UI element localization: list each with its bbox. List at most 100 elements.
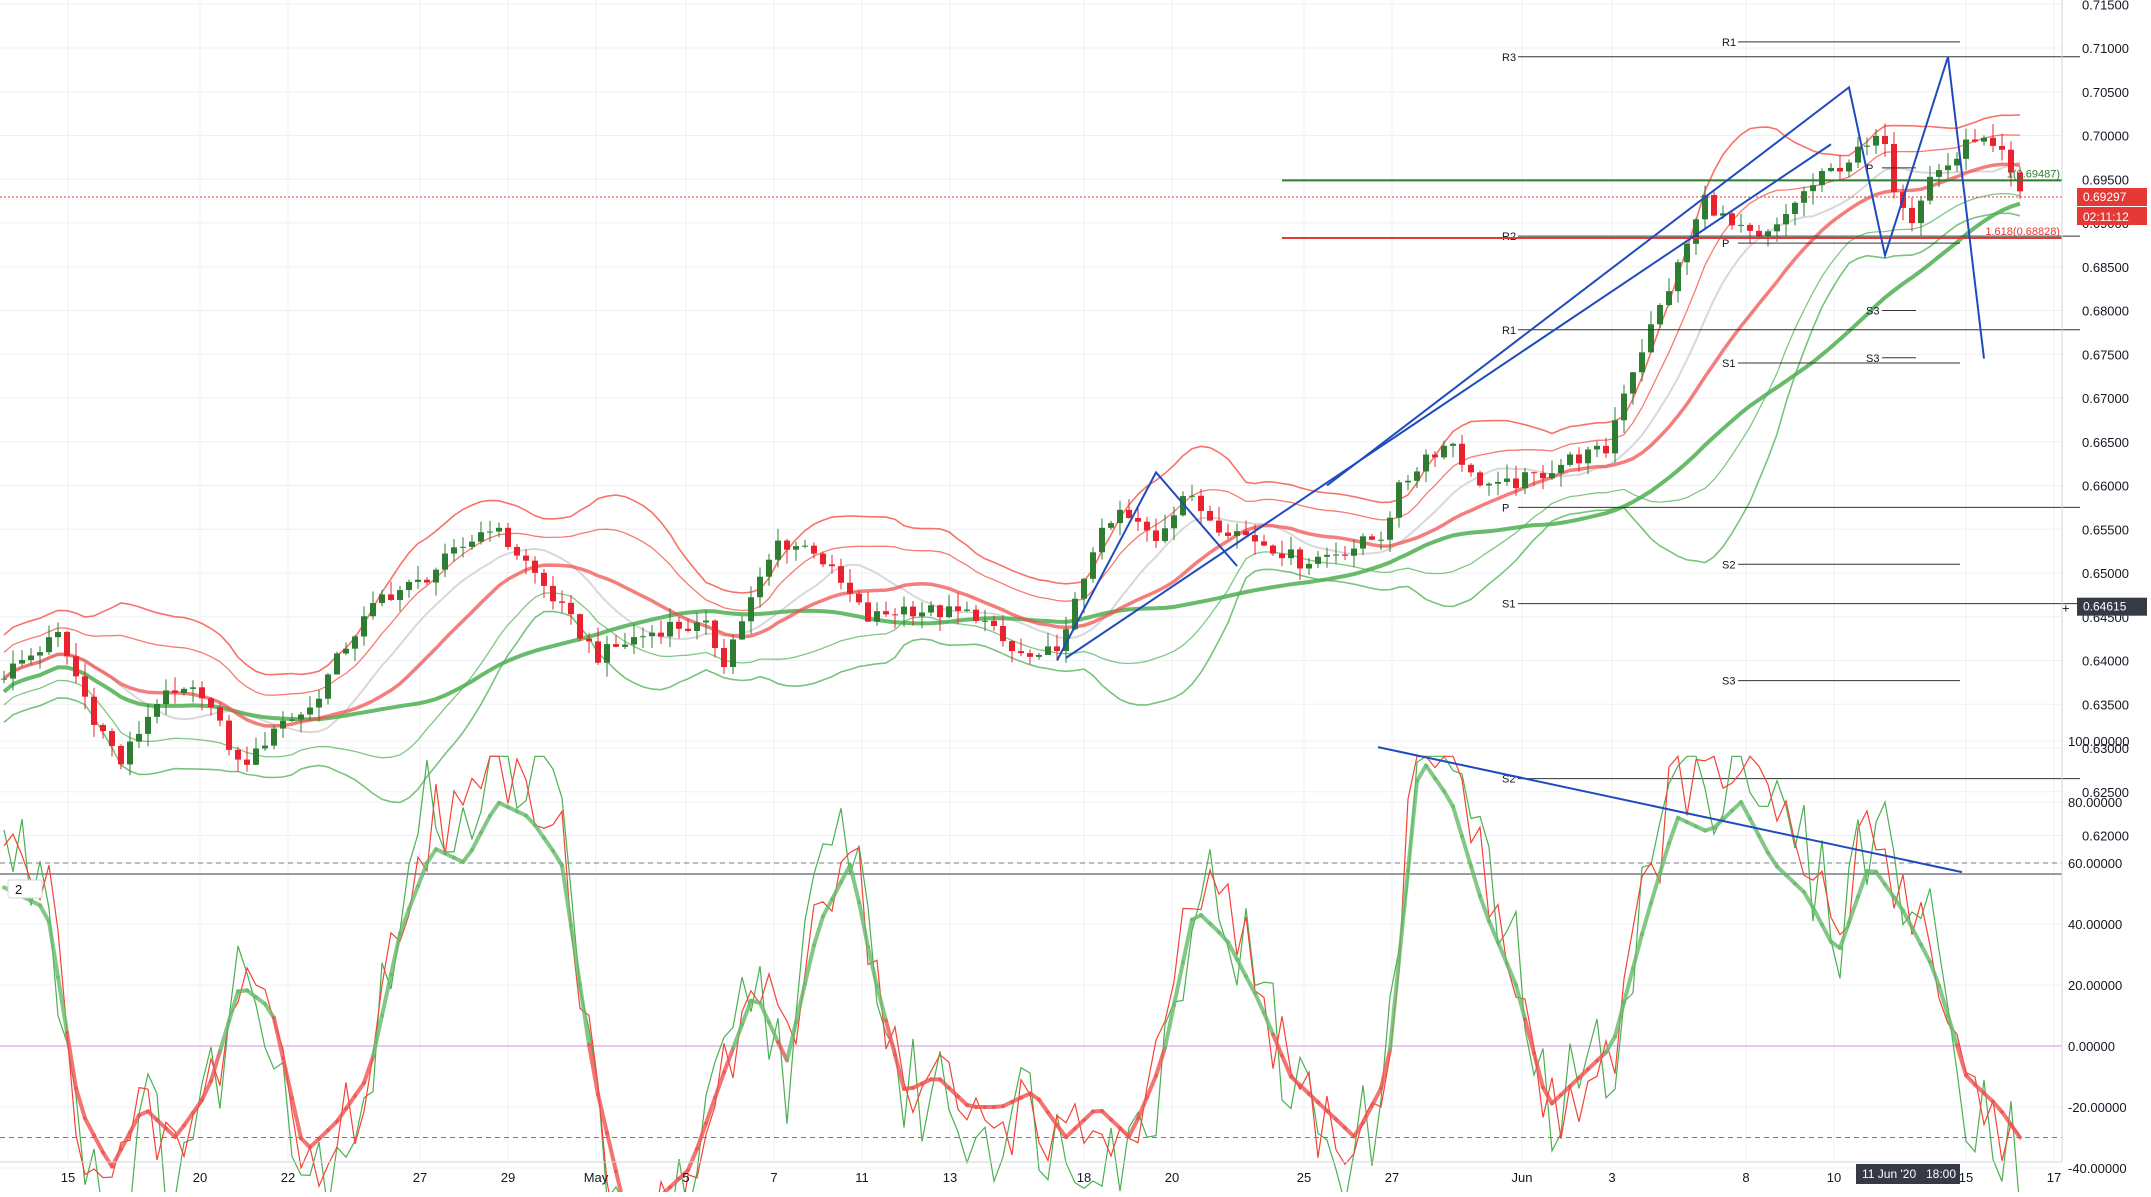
candle-body bbox=[550, 586, 556, 601]
osc-main bbox=[1759, 836, 1768, 853]
pivot-label: R3 bbox=[1502, 52, 1516, 64]
candle-body bbox=[1423, 455, 1429, 472]
candle-body bbox=[1081, 579, 1087, 599]
candle-body bbox=[1882, 136, 1888, 144]
candle-body bbox=[136, 734, 142, 742]
osc-tick: 40.00000 bbox=[2068, 917, 2122, 932]
candle-body bbox=[1369, 536, 1375, 539]
price-tick: 0.68000 bbox=[2082, 304, 2129, 319]
candle-body bbox=[1, 679, 7, 680]
candle-body bbox=[1567, 454, 1573, 464]
osc-tick: 20.00000 bbox=[2068, 978, 2122, 993]
bollinger-upper-inner bbox=[4, 135, 2020, 695]
candle-body bbox=[1963, 140, 1969, 159]
candle-body bbox=[613, 644, 619, 647]
price-tick: 0.63500 bbox=[2082, 697, 2129, 712]
osc-main bbox=[1129, 1118, 1138, 1136]
osc-tick: 0.00000 bbox=[2068, 1039, 2115, 1054]
candle-body bbox=[1018, 651, 1024, 653]
candle-body bbox=[406, 582, 412, 590]
osc-main bbox=[1669, 818, 1678, 844]
candle-body bbox=[1846, 163, 1852, 172]
current-price-text: 0.69297 bbox=[2083, 190, 2127, 204]
osc-main bbox=[1921, 945, 1930, 962]
candle-body bbox=[1504, 478, 1510, 481]
candle-body bbox=[361, 616, 367, 636]
candle-body bbox=[1603, 446, 1609, 454]
candle-body bbox=[55, 632, 61, 637]
candle-body bbox=[1144, 522, 1150, 531]
candle-body bbox=[1639, 352, 1645, 372]
candle-body bbox=[460, 547, 466, 548]
candle-body bbox=[388, 594, 394, 600]
candle-body bbox=[1909, 208, 1915, 223]
time-tick: 15 bbox=[1959, 1170, 1973, 1185]
candle-body bbox=[217, 707, 223, 720]
osc-tick: 60.00000 bbox=[2068, 856, 2122, 871]
time-tick: 15 bbox=[61, 1170, 75, 1185]
candle-body bbox=[1711, 195, 1717, 216]
candle-body bbox=[451, 547, 457, 553]
pivot-label: R1 bbox=[1722, 37, 1736, 49]
osc-tick: 100.00000 bbox=[2068, 734, 2129, 749]
osc-main bbox=[1444, 791, 1453, 806]
candle-body bbox=[1333, 555, 1339, 556]
price-tick: 0.67500 bbox=[2082, 347, 2129, 362]
time-tick: 20 bbox=[1165, 1170, 1179, 1185]
time-tick: 27 bbox=[413, 1170, 427, 1185]
price-tick: 0.66500 bbox=[2082, 435, 2129, 450]
osc-main bbox=[1453, 806, 1462, 836]
osc-tick: -20.00000 bbox=[2068, 1100, 2127, 1115]
candle-body bbox=[532, 561, 538, 573]
candle-body bbox=[262, 746, 268, 749]
candle-body bbox=[1747, 225, 1753, 231]
candle-body bbox=[793, 546, 799, 550]
candle-body bbox=[1405, 481, 1411, 483]
price-tick: 0.70000 bbox=[2082, 129, 2129, 144]
candle-body bbox=[1576, 454, 1582, 463]
pivot-label: P bbox=[1722, 238, 1729, 250]
candle-body bbox=[172, 690, 178, 693]
osc-main bbox=[175, 1126, 184, 1137]
pivot-label: S3 bbox=[1866, 306, 1879, 318]
osc-main bbox=[1372, 1088, 1381, 1105]
candle-body bbox=[595, 641, 601, 662]
candle-body bbox=[19, 660, 25, 664]
candle-body bbox=[1036, 655, 1042, 657]
candle-body bbox=[901, 607, 907, 615]
candle-body bbox=[1774, 224, 1780, 231]
time-tick: 11 bbox=[855, 1170, 869, 1185]
candle-body bbox=[937, 605, 943, 617]
time-tick: May bbox=[584, 1170, 609, 1185]
candle-body bbox=[1612, 420, 1618, 453]
osc-main bbox=[544, 838, 553, 851]
candle-body bbox=[541, 573, 547, 586]
time-tick: 7 bbox=[770, 1170, 777, 1185]
candle-body bbox=[1594, 446, 1600, 450]
osc-main bbox=[463, 850, 472, 862]
candle-body bbox=[1540, 473, 1546, 478]
osc-main bbox=[1930, 962, 1939, 986]
candle-body bbox=[1135, 518, 1141, 522]
candle-body bbox=[622, 645, 628, 647]
candle-body bbox=[838, 566, 844, 583]
time-tick: 18 bbox=[1077, 1170, 1091, 1185]
candle-body bbox=[433, 570, 439, 583]
osc-main bbox=[886, 1021, 895, 1055]
candle-body bbox=[478, 532, 484, 541]
candle-body bbox=[1108, 523, 1114, 528]
price-tick: 0.71000 bbox=[2082, 41, 2129, 56]
candle-body bbox=[1522, 472, 1528, 488]
candle-body bbox=[1864, 146, 1870, 147]
candle-body bbox=[1000, 626, 1006, 641]
osc-main bbox=[1435, 778, 1444, 791]
candle-body bbox=[1648, 324, 1654, 352]
candle-body bbox=[991, 621, 997, 626]
time-tick: 20 bbox=[193, 1170, 207, 1185]
candle-body bbox=[298, 715, 304, 720]
candle-body bbox=[118, 746, 124, 764]
candle-body bbox=[1207, 511, 1213, 521]
bands bbox=[4, 115, 2020, 802]
price-tick: 0.66000 bbox=[2082, 479, 2129, 494]
